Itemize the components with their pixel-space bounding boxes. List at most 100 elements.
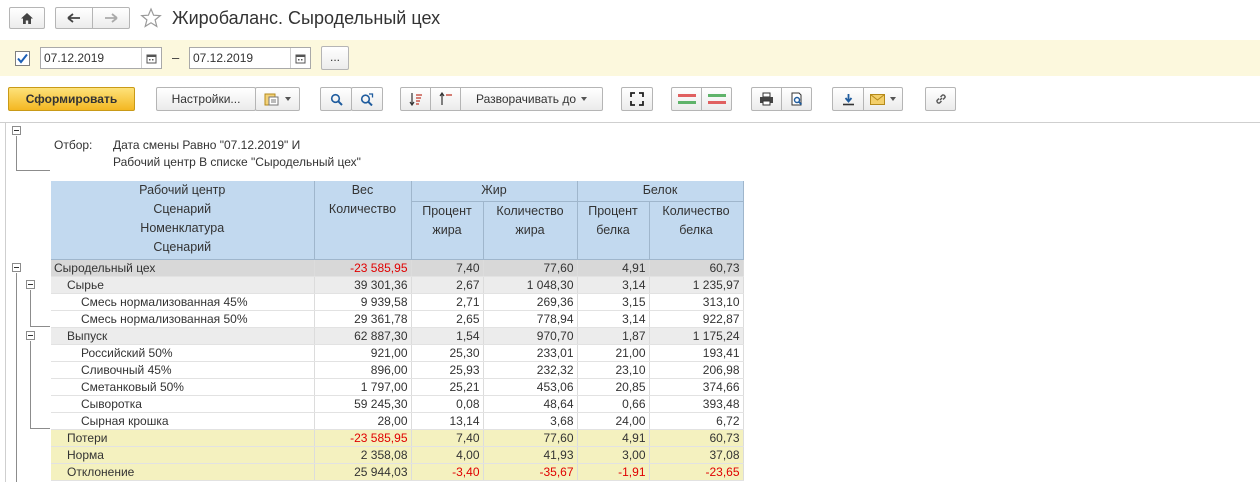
row-name[interactable]: Потери	[51, 429, 315, 447]
cell-protein-quantity[interactable]: 206,98	[649, 361, 744, 379]
cell-protein-quantity[interactable]: 1 175,24	[649, 327, 744, 345]
period-select-button[interactable]: ...	[321, 46, 349, 70]
print-button[interactable]	[751, 87, 782, 111]
table-row[interactable]: Норма 2 358,08 4,00 41,93 3,00 37,08	[51, 446, 744, 464]
table-row[interactable]: Сметанковый 50% 1 797,00 25,21 453,06 20,85 3…	[51, 378, 744, 396]
cell-weight[interactable]: -23 585,95	[314, 259, 412, 277]
cell-weight[interactable]: 921,00	[314, 344, 412, 362]
cell-fat-quantity[interactable]: 77,60	[483, 429, 578, 447]
cell-protein-quantity[interactable]: 1 235,97	[649, 276, 744, 294]
table-row[interactable]: Российский 50% 921,00 25,30 233,01 21,00 193,…	[51, 344, 744, 362]
calendar-button[interactable]	[290, 48, 310, 68]
cell-protein-quantity[interactable]: 922,87	[649, 310, 744, 328]
date-from-field[interactable]: 07.12.2019	[40, 47, 162, 69]
find-next-button[interactable]	[351, 87, 383, 111]
cell-protein-quantity[interactable]: 6,72	[649, 412, 744, 430]
expand-to-button[interactable]: Разворачивать до	[460, 87, 603, 111]
cell-protein-quantity[interactable]: 60,73	[649, 429, 744, 447]
home-button[interactable]	[9, 7, 45, 29]
table-row[interactable]: Сырная крошка 28,00 13,14 3,68 24,00 6,72	[51, 412, 744, 430]
calendar-button[interactable]	[141, 48, 161, 68]
cell-fat-percent[interactable]: 0,08	[411, 395, 484, 413]
row-name[interactable]: Смесь нормализованная 50%	[51, 310, 315, 328]
cell-fat-percent[interactable]: 7,40	[411, 429, 484, 447]
fullscreen-button[interactable]	[621, 87, 653, 111]
expand-groups-button[interactable]	[701, 87, 732, 111]
row-name[interactable]: Сырье	[51, 276, 315, 294]
cell-fat-percent[interactable]: 25,93	[411, 361, 484, 379]
table-row[interactable]: Отклонение 25 944,03 -3,40 -35,67 -1,91 -23,6…	[51, 463, 744, 481]
favorite-button[interactable]	[140, 7, 162, 32]
cell-fat-quantity[interactable]: 269,36	[483, 293, 578, 311]
row-name[interactable]: Сыродельный цех	[51, 259, 315, 277]
cell-fat-percent[interactable]: 7,40	[411, 259, 484, 277]
cell-protein-percent[interactable]: 21,00	[577, 344, 650, 362]
date-to-field[interactable]: 07.12.2019	[189, 47, 311, 69]
row-name[interactable]: Сырная крошка	[51, 412, 315, 430]
cell-fat-quantity[interactable]: 453,06	[483, 378, 578, 396]
cell-fat-quantity[interactable]: 48,64	[483, 395, 578, 413]
cell-weight[interactable]: 1 797,00	[314, 378, 412, 396]
cell-fat-percent[interactable]: 13,14	[411, 412, 484, 430]
get-link-button[interactable]	[925, 87, 956, 111]
find-button[interactable]	[320, 87, 352, 111]
collapse-group-icon[interactable]	[26, 331, 35, 340]
cell-fat-percent[interactable]: -3,40	[411, 463, 484, 481]
row-name[interactable]: Отклонение	[51, 463, 315, 481]
cell-protein-percent[interactable]: 23,10	[577, 361, 650, 379]
cell-protein-quantity[interactable]: 393,48	[649, 395, 744, 413]
table-row[interactable]: Потери -23 585,95 7,40 77,60 4,91 60,73	[51, 429, 744, 447]
table-row[interactable]: Смесь нормализованная 50% 29 361,78 2,65 77…	[51, 310, 744, 328]
table-row[interactable]: Смесь нормализованная 45% 9 939,58 2,71 269…	[51, 293, 744, 311]
cell-weight[interactable]: 29 361,78	[314, 310, 412, 328]
cell-protein-percent[interactable]: -1,91	[577, 463, 650, 481]
cell-fat-percent[interactable]: 2,71	[411, 293, 484, 311]
period-checkbox[interactable]	[15, 51, 30, 66]
cell-fat-quantity[interactable]: 41,93	[483, 446, 578, 464]
cell-protein-percent[interactable]: 24,00	[577, 412, 650, 430]
collapse-groups-button[interactable]	[671, 87, 702, 111]
cell-protein-percent[interactable]: 4,91	[577, 429, 650, 447]
cell-protein-percent[interactable]: 3,15	[577, 293, 650, 311]
cell-protein-percent[interactable]: 3,00	[577, 446, 650, 464]
cell-fat-quantity[interactable]: 1 048,30	[483, 276, 578, 294]
collapse-filter-icon[interactable]	[12, 126, 21, 135]
row-name[interactable]: Норма	[51, 446, 315, 464]
sort-desc-button[interactable]	[430, 87, 461, 111]
send-email-button[interactable]	[863, 87, 903, 111]
generate-button[interactable]: Сформировать	[8, 87, 135, 111]
cell-fat-percent[interactable]: 25,30	[411, 344, 484, 362]
cell-weight[interactable]: 28,00	[314, 412, 412, 430]
table-row[interactable]: Сыворотка 59 245,30 0,08 48,64 0,66 393,48	[51, 395, 744, 413]
cell-protein-quantity[interactable]: 60,73	[649, 259, 744, 277]
cell-weight[interactable]: 39 301,36	[314, 276, 412, 294]
cell-weight[interactable]: 59 245,30	[314, 395, 412, 413]
cell-protein-percent[interactable]: 4,91	[577, 259, 650, 277]
row-name[interactable]: Выпуск	[51, 327, 315, 345]
cell-fat-percent[interactable]: 4,00	[411, 446, 484, 464]
cell-fat-quantity[interactable]: 970,70	[483, 327, 578, 345]
table-row[interactable]: Сырье 39 301,36 2,67 1 048,30 3,14 1 235,97	[51, 276, 744, 294]
cell-protein-quantity[interactable]: 37,08	[649, 446, 744, 464]
cell-fat-quantity[interactable]: 233,01	[483, 344, 578, 362]
cell-weight[interactable]: 2 358,08	[314, 446, 412, 464]
cell-fat-quantity[interactable]: 3,68	[483, 412, 578, 430]
cell-fat-quantity[interactable]: 778,94	[483, 310, 578, 328]
collapse-group-icon[interactable]	[26, 280, 35, 289]
row-name[interactable]: Смесь нормализованная 45%	[51, 293, 315, 311]
cell-protein-percent[interactable]: 20,85	[577, 378, 650, 396]
variant-button[interactable]	[255, 87, 300, 111]
cell-protein-quantity[interactable]: -23,65	[649, 463, 744, 481]
table-row[interactable]: Сливочный 45% 896,00 25,93 232,32 23,10 206,9…	[51, 361, 744, 379]
cell-protein-percent[interactable]: 1,87	[577, 327, 650, 345]
row-name[interactable]: Российский 50%	[51, 344, 315, 362]
preview-button[interactable]	[781, 87, 812, 111]
cell-protein-percent[interactable]: 3,14	[577, 310, 650, 328]
cell-fat-percent[interactable]: 25,21	[411, 378, 484, 396]
cell-protein-quantity[interactable]: 193,41	[649, 344, 744, 362]
cell-weight[interactable]: 9 939,58	[314, 293, 412, 311]
cell-weight[interactable]: 62 887,30	[314, 327, 412, 345]
collapse-group-icon[interactable]	[12, 263, 21, 272]
cell-fat-percent[interactable]: 1,54	[411, 327, 484, 345]
cell-fat-quantity[interactable]: -35,67	[483, 463, 578, 481]
